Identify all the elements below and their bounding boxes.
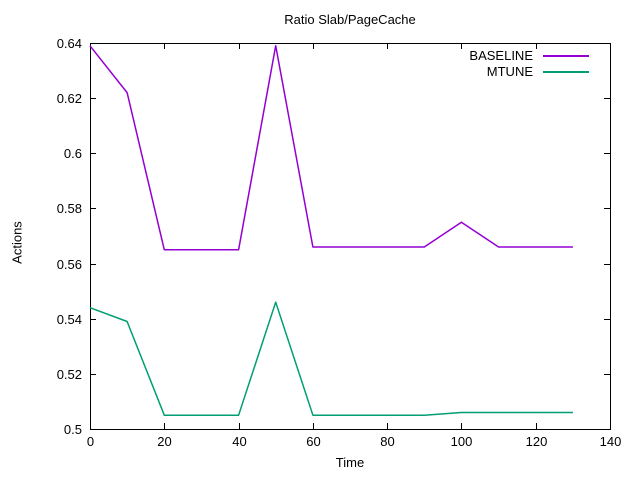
y-tick-label: 0.5	[64, 422, 82, 437]
x-tick-label: 140	[600, 434, 622, 449]
legend-line-sample-baseline	[543, 55, 589, 57]
x-tick-label: 100	[451, 434, 473, 449]
series-line-mtune	[89, 301, 573, 416]
x-tick-label: 120	[526, 434, 548, 449]
legend-entry-mtune: MTUNE	[469, 64, 589, 80]
x-tick-label: 60	[306, 434, 320, 449]
legend: BASELINE MTUNE	[469, 48, 589, 80]
x-tick-label: 20	[157, 434, 171, 449]
y-axis-label: Actions	[9, 221, 25, 264]
plot-border	[90, 43, 611, 430]
y-tick-label: 0.62	[57, 91, 82, 106]
y-tick-label: 0.58	[57, 201, 82, 216]
legend-entry-baseline: BASELINE	[469, 48, 589, 64]
x-tick-label: 80	[380, 434, 394, 449]
x-tick-label: 40	[232, 434, 246, 449]
y-tick-label: 0.54	[57, 312, 82, 327]
legend-label-mtune: MTUNE	[486, 64, 533, 79]
series-line-baseline	[89, 45, 573, 251]
chart-title: Ratio Slab/PageCache	[284, 12, 416, 27]
y-tick-label: 0.56	[57, 257, 82, 272]
x-tick-label: 0	[87, 434, 94, 449]
legend-label-baseline: BASELINE	[469, 48, 533, 63]
legend-line-sample-mtune	[543, 71, 589, 73]
y-tick-label: 0.64	[57, 36, 82, 51]
y-tick-label: 0.6	[64, 146, 82, 161]
y-tick-label: 0.52	[57, 367, 82, 382]
x-axis-label: Time	[335, 455, 365, 470]
